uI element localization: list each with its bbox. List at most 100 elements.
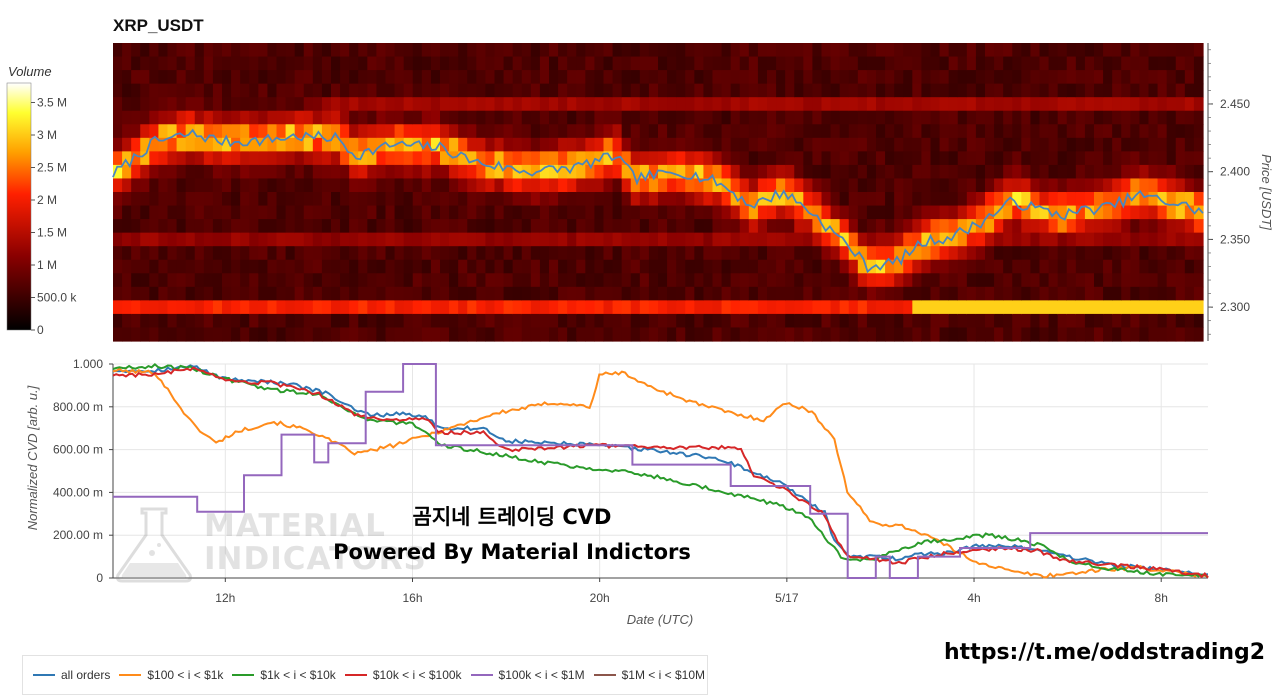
heatmap-cell (158, 273, 169, 288)
heatmap-cell (458, 219, 468, 234)
heatmap-cell (1030, 137, 1041, 152)
heatmap-cell (549, 232, 559, 247)
heatmap-cell (939, 192, 950, 207)
heatmap-cell (876, 56, 886, 71)
heatmap-cell (612, 151, 623, 166)
heatmap-cell (113, 246, 123, 261)
heatmap-cell (658, 246, 668, 261)
heatmap-cell (1184, 259, 1195, 274)
heatmap-cell (1103, 259, 1113, 274)
heatmap-cell (630, 97, 641, 112)
heatmap-cell (249, 56, 259, 71)
heatmap-cell (1048, 110, 1059, 125)
heatmap-cell (948, 56, 959, 71)
heatmap-cell (1030, 56, 1041, 71)
heatmap-cell (358, 300, 368, 315)
heatmap-cell (131, 137, 141, 152)
heatmap-cell (1048, 137, 1059, 152)
heatmap-cell (885, 110, 895, 125)
heatmap-cell (930, 43, 941, 58)
heatmap-cell (1112, 232, 1122, 247)
heatmap-cell (975, 43, 986, 58)
heatmap-cell (231, 151, 241, 166)
heatmap-cell (1139, 327, 1150, 342)
heatmap-cell (767, 286, 777, 301)
heatmap-cell (794, 110, 804, 125)
heatmap-cell (267, 137, 278, 152)
heatmap-cell (1139, 70, 1150, 85)
heatmap-cell (403, 56, 414, 71)
legend-item[interactable]: $1k < i < $10k (232, 668, 336, 682)
heatmap-cell (367, 259, 378, 274)
heatmap-cell (1057, 232, 1068, 247)
heatmap-cell (803, 273, 814, 288)
heatmap-cell (1075, 246, 1086, 261)
heatmap-cell (176, 327, 187, 342)
heatmap-cell (1121, 259, 1131, 274)
heatmap-cell (367, 232, 378, 247)
heatmap-cell (1066, 178, 1077, 193)
legend-item[interactable]: $10k < i < $100k (344, 668, 462, 682)
heatmap-cell (285, 286, 296, 301)
heatmap-cell (930, 137, 941, 152)
heatmap-cell (212, 232, 223, 247)
telegram-link[interactable]: https://t.me/oddstrading2 (944, 640, 1266, 665)
heatmap-cell (985, 192, 995, 207)
heatmap-cell (394, 97, 405, 112)
heatmap-cell (1012, 246, 1022, 261)
heatmap-cell (757, 286, 768, 301)
heatmap-cell (403, 70, 414, 85)
heatmap-cell (158, 43, 169, 58)
heatmap-cell (748, 110, 759, 125)
heatmap-cell (739, 327, 750, 342)
heatmap-cell (1184, 205, 1195, 220)
cvd-x-tick-label: 12h (215, 591, 235, 605)
heatmap-cell (621, 286, 632, 301)
heatmap-cell (585, 259, 596, 274)
heatmap-cell (412, 110, 423, 125)
heatmap-cell (430, 164, 441, 180)
heatmap-cell (1148, 56, 1159, 71)
heatmap-cell (530, 205, 541, 220)
heatmap-cell (612, 273, 623, 288)
heatmap-cell (367, 327, 378, 342)
legend-item[interactable]: $100 < i < $1k (119, 668, 223, 682)
heatmap-cell (703, 219, 714, 234)
heatmap-cell (212, 219, 223, 234)
heatmap-cell (748, 56, 759, 71)
heatmap-cell (757, 273, 768, 288)
heatmap-cell (1075, 313, 1086, 329)
heatmap-cell (503, 43, 514, 58)
heatmap-cell (185, 300, 196, 315)
heatmap-cell (521, 192, 532, 207)
heatmap-cell (1148, 286, 1159, 301)
heatmap-cell (594, 313, 605, 329)
heatmap-cell (240, 246, 250, 261)
heatmap-cell (830, 151, 841, 166)
heatmap-cell (1039, 97, 1050, 112)
heatmap-cell (140, 97, 150, 112)
heatmap-cell (294, 219, 305, 234)
heatmap-cell (349, 97, 359, 112)
heatmap-cell (203, 178, 214, 193)
heatmap-cell (866, 56, 877, 71)
heatmap-cell (939, 286, 950, 301)
heatmap-cell (594, 151, 605, 166)
heatmap-cell (494, 327, 505, 342)
heatmap-cell (848, 178, 859, 193)
heatmap-cell (258, 259, 269, 274)
heatmap-cell (131, 83, 141, 98)
heatmap-cell (1166, 313, 1177, 329)
heatmap-cell (1012, 232, 1022, 247)
heatmap-cell (440, 70, 450, 85)
heatmap-cell (676, 43, 686, 58)
heatmap-cell (140, 151, 150, 166)
heatmap-cell (794, 56, 804, 71)
legend-item[interactable]: all orders (33, 668, 110, 682)
heatmap-cell (857, 178, 868, 193)
heatmap-cell (966, 43, 977, 58)
heatmap-cell (203, 151, 214, 166)
legend-item[interactable]: $100k < i < $1M (470, 668, 585, 682)
legend-item[interactable]: $1M < i < $10M (593, 668, 705, 682)
heatmap-cell (903, 192, 913, 207)
